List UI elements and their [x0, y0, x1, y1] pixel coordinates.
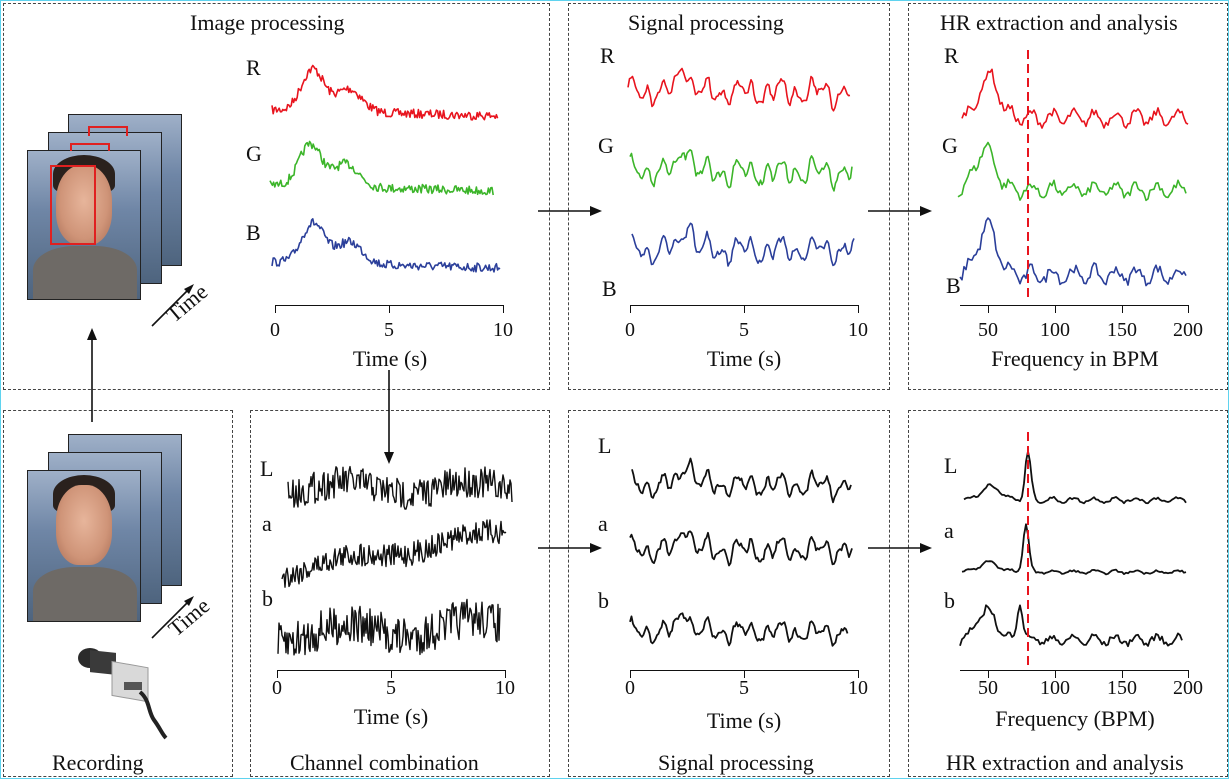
- label-a-cc: a: [262, 511, 272, 536]
- tick-label: 0: [270, 319, 280, 341]
- label-G-sig: G: [598, 133, 614, 158]
- label-a-hr: a: [944, 518, 954, 543]
- tick-label: 0: [272, 677, 282, 699]
- label-b-hr: b: [944, 588, 955, 613]
- tick-label: 0: [625, 319, 635, 341]
- tick-label: 10: [848, 319, 868, 341]
- axis-title: Time (s): [706, 346, 782, 371]
- tick-label: 150: [1107, 677, 1137, 699]
- trace-a-combined: [281, 519, 507, 588]
- trace-R-filtered: [627, 67, 851, 112]
- freq-axis-line: [960, 670, 1188, 671]
- title-signal-processing-top: Signal processing: [628, 10, 784, 35]
- channel-combination-panel: [250, 410, 550, 777]
- trace-G-raw: [269, 140, 494, 196]
- label-b-cc: b: [262, 586, 273, 611]
- title-channel-combination: Channel combination: [290, 750, 479, 775]
- label-L-hr: L: [944, 453, 958, 478]
- face-image: [56, 485, 112, 565]
- spectrum-L: [963, 450, 1187, 505]
- face-roi-box: [50, 165, 96, 245]
- arrow-top-2: [868, 206, 932, 216]
- label-L-sp: L: [598, 433, 612, 458]
- trace-G-filtered: [629, 149, 853, 192]
- arrow-bottom-2: [868, 543, 932, 553]
- video-frame-face: [27, 470, 141, 622]
- arrow-top-1: [538, 206, 602, 216]
- hr-extraction-panel-top: [908, 3, 1228, 390]
- tick-label: 10: [848, 677, 868, 699]
- title-signal-processing-bottom: Signal processing: [658, 750, 814, 775]
- face-roi-box-back: [88, 126, 128, 136]
- axis-title: Time (s): [353, 704, 429, 729]
- spectrum-R: [961, 68, 1189, 129]
- video-frame-face: [27, 150, 141, 300]
- axis-title: Frequency in BPM: [991, 346, 1159, 371]
- title-hr-extraction-bottom: HR extraction and analysis: [946, 750, 1184, 775]
- tick-label: 5: [739, 319, 749, 341]
- trace-R-raw: [271, 64, 499, 121]
- arrow-image-to-channel: [384, 370, 394, 464]
- trace-L-filtered: [631, 457, 852, 504]
- tick-label: 150: [1107, 319, 1137, 341]
- tick-label: 10: [495, 677, 515, 699]
- trace-b-filtered: [629, 612, 849, 647]
- face-roi-box-mid: [70, 143, 110, 151]
- label-G-hr: G: [942, 133, 958, 158]
- axis-title: Frequency (BPM): [995, 706, 1155, 731]
- arrow-bottom-1: [538, 543, 602, 553]
- hr-extraction-panel-bottom: [908, 410, 1228, 777]
- tick-label: 10: [493, 319, 513, 341]
- label-L-cc: L: [260, 456, 274, 481]
- time-arrow-bottom: [151, 596, 194, 639]
- tick-label: 200: [1173, 319, 1203, 341]
- trace-L-combined: [287, 465, 513, 510]
- freq-axis-line: [960, 305, 1188, 306]
- label-R-hr: R: [944, 43, 959, 68]
- camera-icon: [78, 648, 168, 740]
- label-R-sig: R: [600, 43, 615, 68]
- image-processing-panel: [3, 3, 550, 390]
- face-image: [56, 165, 112, 245]
- trace-B-raw: [271, 218, 501, 273]
- spectrum-B: [959, 217, 1187, 287]
- tick-label: 100: [1040, 319, 1070, 341]
- signal-processing-panel-top: [568, 3, 890, 390]
- trace-B-filtered: [631, 222, 855, 267]
- tick-label: 50: [978, 677, 998, 699]
- tick-label: 5: [384, 319, 394, 341]
- spectrum-a: [961, 523, 1187, 576]
- tick-label: 5: [386, 677, 396, 699]
- spectrum-b: [959, 604, 1183, 648]
- title-image-processing: Image processing: [190, 10, 345, 35]
- label-B-hr: B: [946, 273, 961, 298]
- tick-label: 50: [978, 319, 998, 341]
- title-recording: Recording: [52, 750, 144, 775]
- title-hr-extraction-top: HR extraction and analysis: [940, 10, 1178, 35]
- label-a-sp: a: [598, 511, 608, 536]
- label-B-img: B: [246, 220, 261, 245]
- arrow-recording-to-image: [87, 328, 97, 422]
- trace-a-filtered: [629, 530, 853, 567]
- label-b-sp: b: [598, 588, 609, 613]
- axis-title: Time (s): [352, 346, 428, 371]
- trace-b-combined: [277, 598, 501, 656]
- label-G-img: G: [246, 141, 262, 166]
- tick-label: 5: [739, 677, 749, 699]
- axis-title: Time (s): [706, 708, 782, 733]
- time-arrow-top: [151, 284, 194, 327]
- spectrum-G: [957, 141, 1187, 202]
- signal-processing-panel-bottom: [568, 410, 890, 777]
- tick-label: 100: [1040, 677, 1070, 699]
- tick-label: 200: [1173, 677, 1203, 699]
- tick-label: 0: [625, 677, 635, 699]
- recording-panel: [3, 410, 233, 777]
- label-R-img: R: [246, 55, 261, 80]
- label-B-sig: B: [602, 276, 617, 301]
